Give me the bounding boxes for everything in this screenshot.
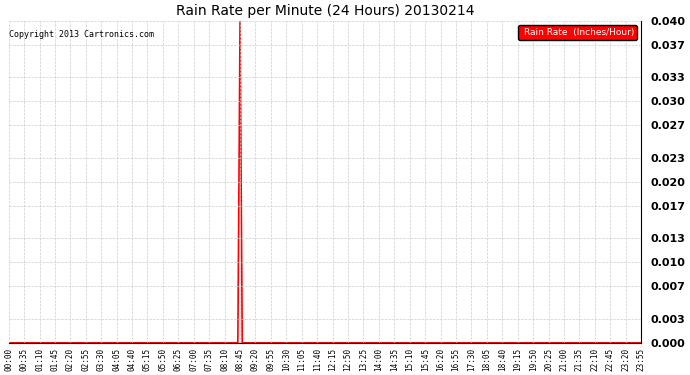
Legend: Rain Rate  (Inches/Hour): Rain Rate (Inches/Hour) [518, 25, 637, 40]
Text: Copyright 2013 Cartronics.com: Copyright 2013 Cartronics.com [9, 30, 155, 39]
Title: Rain Rate per Minute (24 Hours) 20130214: Rain Rate per Minute (24 Hours) 20130214 [176, 4, 474, 18]
